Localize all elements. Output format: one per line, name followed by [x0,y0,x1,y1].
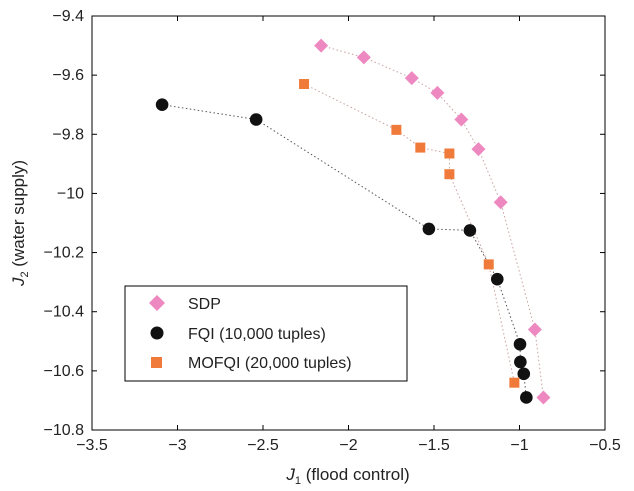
data-point-square [509,377,520,388]
y-tick-label: −10.6 [44,363,85,380]
legend: SDP FQI (10,000 tuples) MOFQI (20,000 tu… [124,285,408,382]
data-point-diamond [430,85,445,100]
legend-label-sdp: SDP [188,296,221,313]
data-point-square [444,148,455,159]
data-point-diamond [527,322,542,337]
data-point-circle [249,113,263,126]
legend-marker-mofqi [151,357,162,368]
x-tick-label: −2 [339,437,357,454]
data-point-circle [514,355,527,369]
y-axis-ticks: −9.4 −9.6 −9.8 −10 −10.2 −10.4 −10.6 −10.8 [44,8,605,439]
legend-label-fqi: FQI (10,000 tuples) [188,326,326,343]
series-points [155,38,551,405]
data-point-diamond [454,112,469,127]
legend-box [124,285,408,382]
y-tick-label: −10 [57,185,84,202]
data-point-square [391,124,402,135]
legend-item-fqi: FQI (10,000 tuples) [150,326,326,343]
legend-item-mofqi: MOFQI (20,000 tuples) [151,355,352,372]
x-tick-label: −3 [168,437,186,454]
data-point-circle [517,367,531,381]
x-tick-label: −1.5 [418,437,450,454]
x-axis-ticks: −3.5 −3 −2.5 −2 −1.5 −1 −0.5 [76,16,621,454]
data-point-circle [520,391,533,404]
data-point-diamond [471,142,486,157]
data-point-square [483,259,494,270]
y-axis-label: J2 (water supply) [9,160,31,287]
y-tick-label: −10.8 [44,422,85,439]
y-tick-label: −10.4 [44,304,85,321]
data-point-diamond [404,71,419,86]
data-point-diamond [493,195,508,210]
y-tick-label: −9.8 [52,126,84,143]
y-tick-label: −10.2 [44,245,85,262]
y-tick-label: −9.4 [52,8,84,25]
data-point-diamond [536,390,551,405]
legend-label-mofqi: MOFQI (20,000 tuples) [188,355,352,372]
data-point-circle [463,224,477,237]
legend-marker-fqi [150,326,164,340]
data-point-square [415,142,426,153]
x-tick-label: −3.5 [76,437,108,454]
data-point-circle [155,98,169,112]
data-point-diamond [356,50,371,65]
x-tick-label: −2.5 [247,437,279,454]
x-axis-label: J1 (flood control) [285,465,409,487]
x-tick-label: −0.5 [589,437,621,454]
data-point-diamond [314,38,329,53]
x-tick-label: −1 [510,437,528,454]
legend-item-sdp: SDP [149,295,221,313]
data-point-circle [422,222,436,236]
data-point-circle [490,272,504,286]
data-point-square [444,169,455,180]
data-point-circle [513,337,527,351]
data-point-square [299,79,310,90]
y-tick-label: −9.6 [52,67,84,84]
legend-marker-sdp [149,295,165,311]
